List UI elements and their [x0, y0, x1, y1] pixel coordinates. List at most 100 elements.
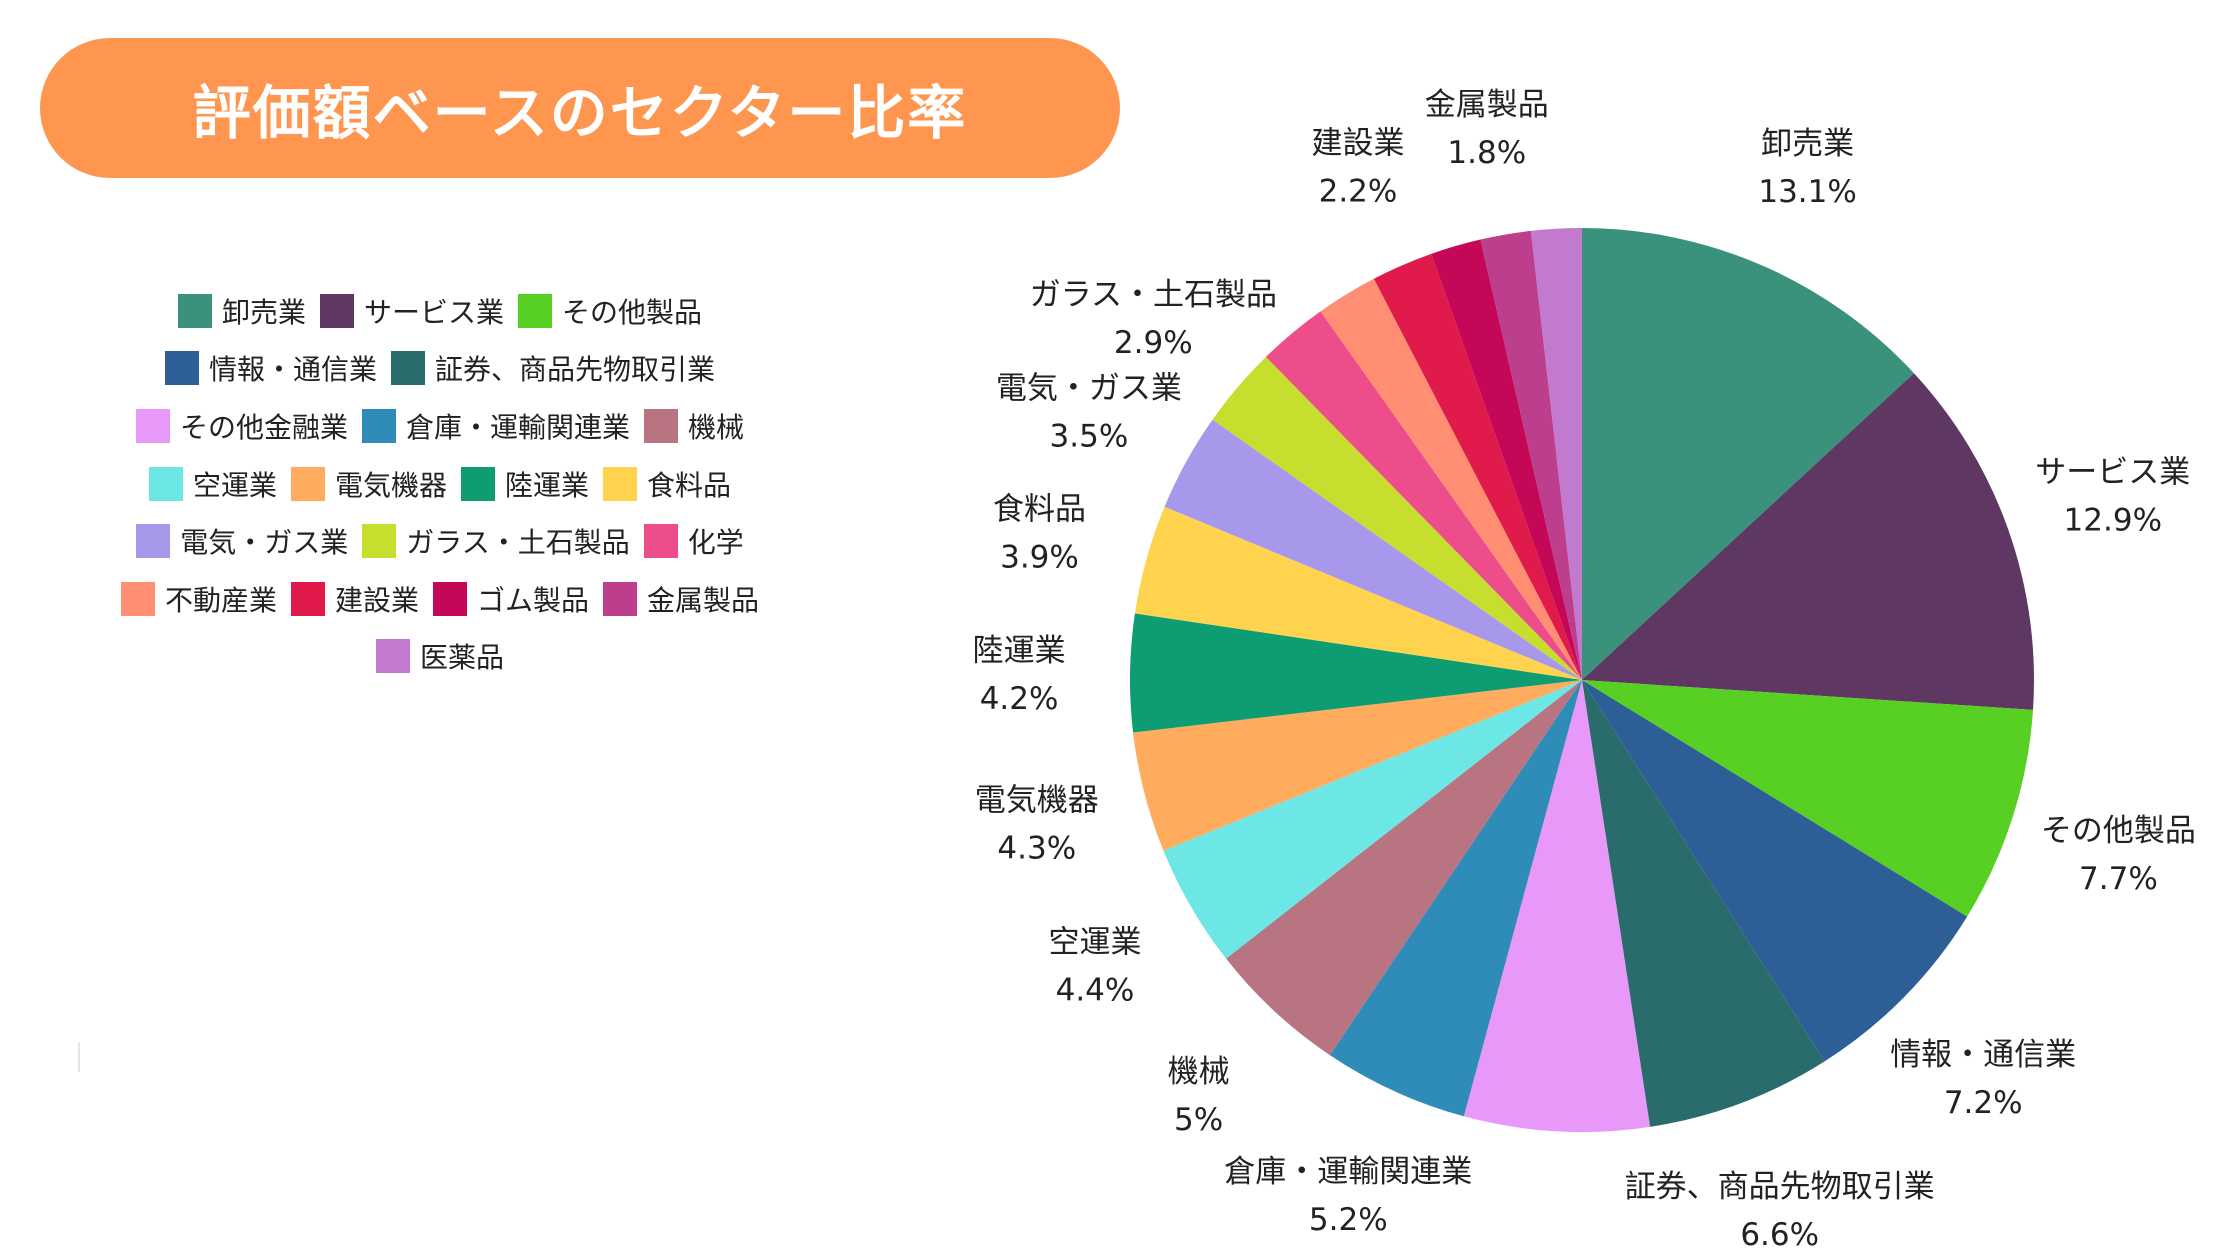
slice-value-label: 3.5%	[1050, 418, 1129, 454]
legend-swatch	[644, 408, 678, 443]
legend-row: 卸売業 サービス業 その他製品	[90, 282, 790, 340]
pie-slice	[1582, 373, 2034, 710]
legend-swatch	[148, 466, 183, 501]
legend-label: 食料品	[647, 468, 732, 502]
legend-item: 電気・ガス業	[136, 521, 348, 561]
legend-row: 医薬品	[90, 628, 790, 686]
slice-value-label: 5%	[1174, 1102, 1223, 1138]
pie-slice	[1480, 230, 1582, 680]
legend-item: 不動産業	[120, 579, 277, 619]
legend-item: 情報・通信業	[164, 348, 377, 388]
legend: 卸売業 サービス業 その他製品 情報・通信業 証券、商品先物取引業 その他金融業 倉庫・運輸…	[90, 282, 790, 685]
slice-value-label: 7.7%	[2079, 861, 2158, 897]
legend-item: 卸売業	[177, 291, 306, 331]
slice-name-label: 倉庫・運輸関連業	[1224, 1154, 1472, 1190]
slice-name-label: 食料品	[993, 491, 1086, 527]
legend-swatch	[361, 408, 396, 443]
legend-label: 情報・通信業	[208, 353, 377, 387]
legend-swatch	[433, 581, 467, 616]
legend-swatch	[391, 351, 425, 386]
pie-slice	[1582, 680, 2034, 917]
pie-slice	[1530, 228, 1582, 680]
pie-slice	[1134, 506, 1582, 680]
slice-value-label: 3.9%	[1000, 539, 1079, 575]
legend-item: 化学	[643, 521, 744, 561]
slice-value-label: 4.3%	[997, 830, 1076, 866]
slice-name-label: 電気機器	[975, 782, 1099, 818]
legend-label: サービス業	[363, 295, 504, 329]
pie-slice	[1212, 356, 1582, 680]
legend-swatch	[290, 581, 325, 616]
legend-item: 空運業	[148, 464, 277, 504]
legend-swatch	[603, 581, 638, 616]
legend-swatch	[164, 351, 199, 386]
legend-label: 陸運業	[505, 468, 590, 502]
legend-label: 電気・ガス業	[180, 526, 349, 560]
legend-swatch	[461, 466, 495, 501]
slice-value-label: 6.6%	[1740, 1217, 1819, 1253]
legend-item: 金属製品	[603, 579, 759, 619]
slice-name-label: 金属製品	[1425, 87, 1549, 123]
legend-label: 倉庫・運輸関連業	[405, 410, 630, 444]
pie-slice	[1265, 311, 1582, 680]
legend-label: 不動産業	[164, 583, 277, 617]
legend-label: 証券、商品先物取引業	[435, 353, 716, 387]
pie-slice	[1582, 680, 1968, 1062]
legend-row: 不動産業 建設業 ゴム製品 金属製品	[90, 570, 790, 628]
slice-name-label: 建設業	[1312, 126, 1405, 162]
slice-value-label: 4.4%	[1056, 973, 1135, 1009]
legend-label: 医薬品	[419, 641, 504, 675]
slice-name-label: サービス業	[2035, 454, 2190, 490]
legend-item: サービス業	[319, 291, 504, 331]
slice-name-label: 空運業	[1049, 925, 1142, 961]
slice-name-label: 卸売業	[1761, 126, 1854, 162]
legend-item: 陸運業	[461, 464, 589, 504]
slice-name-label: 機械	[1168, 1054, 1230, 1090]
pie-slice	[1129, 613, 1582, 733]
slice-name-label: 証券、商品先物取引業	[1625, 1169, 1935, 1205]
pie-slice	[1373, 253, 1582, 680]
pie-slice	[1582, 680, 1825, 1127]
legend-swatch	[120, 581, 155, 616]
legend-item: ガラス・土石製品	[362, 521, 630, 561]
legend-item: ゴム製品	[433, 579, 589, 619]
slice-name-label: 情報・通信業	[1890, 1037, 2076, 1073]
legend-row: その他金融業 倉庫・運輸関連業 機械	[90, 397, 790, 455]
legend-item: 証券、商品先物取引業	[391, 348, 715, 388]
legend-swatch	[518, 293, 552, 328]
legend-item: 建設業	[290, 579, 419, 619]
slice-name-label: 陸運業	[973, 633, 1066, 669]
legend-label: その他金融業	[179, 410, 348, 444]
pie-slice	[1582, 228, 1914, 680]
legend-label: 電気機器	[334, 468, 447, 502]
pie-slice	[1329, 680, 1582, 1117]
slice-value-label: 5.2%	[1309, 1202, 1388, 1238]
legend-item: 電気機器	[290, 464, 447, 504]
slice-value-label: 2.9%	[1114, 325, 1193, 361]
legend-item: 機械	[644, 406, 744, 446]
slice-value-label: 13.1%	[1758, 174, 1856, 210]
legend-row: 情報・通信業 証券、商品先物取引業	[90, 340, 790, 398]
slice-value-label: 12.9%	[2064, 502, 2162, 538]
legend-swatch	[136, 524, 171, 559]
legend-swatch	[603, 466, 638, 501]
legend-item: その他金融業	[135, 406, 348, 446]
divider	[78, 1042, 80, 1072]
legend-swatch	[362, 524, 397, 559]
slice-value-label: 2.2%	[1319, 174, 1398, 210]
legend-label: 機械	[688, 410, 745, 444]
title-banner: 評価額ベースのセクター比率	[40, 38, 1120, 178]
legend-item: 医薬品	[375, 636, 504, 676]
legend-swatch	[643, 524, 678, 559]
legend-label: 空運業	[192, 468, 277, 502]
slice-name-label: その他製品	[2041, 813, 2196, 849]
legend-swatch	[375, 639, 410, 674]
pie-slice	[1133, 680, 1582, 851]
pie-slice	[1164, 419, 1582, 680]
pie-slice	[1163, 680, 1582, 959]
slice-name-label: ガラス・土石製品	[1030, 277, 1277, 313]
pie-slice	[1320, 278, 1582, 680]
legend-swatch	[319, 293, 354, 328]
legend-label: ゴム製品	[477, 583, 590, 617]
slice-value-label: 4.2%	[980, 681, 1059, 717]
